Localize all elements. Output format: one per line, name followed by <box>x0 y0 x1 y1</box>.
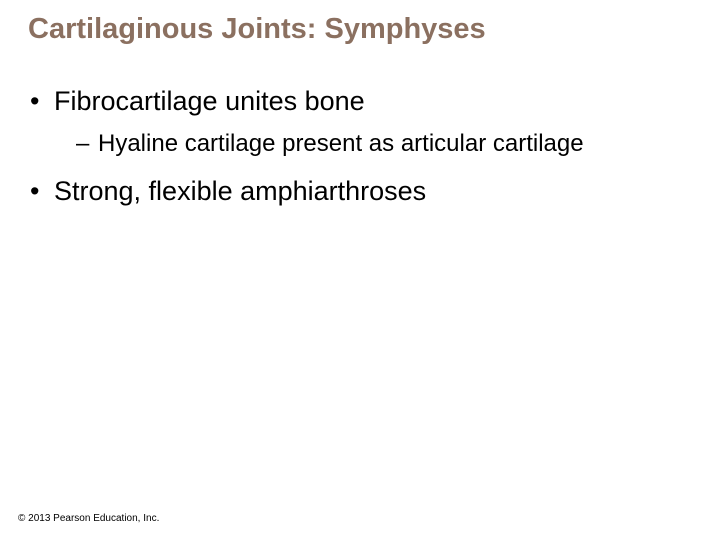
copyright-text: © 2013 Pearson Education, Inc. <box>18 513 159 524</box>
bullet-level1: Strong, flexible amphiarthroses <box>28 175 692 209</box>
slide-body: Fibrocartilage unites bone Hyaline carti… <box>28 85 692 209</box>
slide-title: Cartilaginous Joints: Symphyses <box>28 12 692 47</box>
slide: Cartilaginous Joints: Symphyses Fibrocar… <box>0 0 720 540</box>
bullet-level2: Hyaline cartilage present as articular c… <box>28 129 692 159</box>
bullet-level1: Fibrocartilage unites bone <box>28 85 692 119</box>
